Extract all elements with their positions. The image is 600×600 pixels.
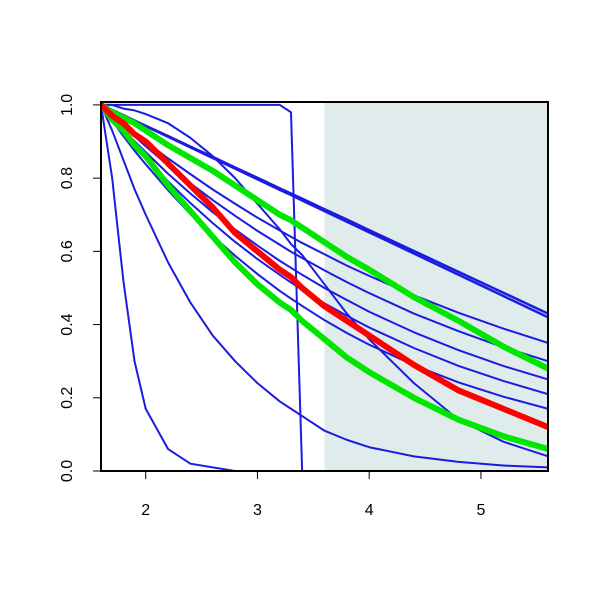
x-tick-label: 5: [476, 502, 485, 519]
plot-box: [100, 101, 549, 472]
series-line: [101, 103, 548, 471]
y-tick-label: 0.8: [59, 167, 76, 189]
y-tick-label: 0.4: [59, 313, 76, 335]
y-tick-label: 0.2: [59, 387, 76, 409]
series-line: [101, 103, 548, 471]
y-tick-label: 1.0: [59, 94, 76, 116]
x-tick-label: 2: [141, 502, 150, 519]
plot-area: [101, 101, 548, 471]
series-line: [101, 101, 548, 431]
series-line: [101, 101, 548, 453]
series-line: [101, 103, 548, 458]
y-tick-label: 0.6: [59, 240, 76, 262]
series-line: [101, 101, 548, 372]
series-line: [101, 103, 548, 469]
x-tick-label: 4: [365, 502, 374, 519]
y-tick-label: 0.0: [59, 460, 76, 482]
x-tick-label: 3: [253, 502, 262, 519]
